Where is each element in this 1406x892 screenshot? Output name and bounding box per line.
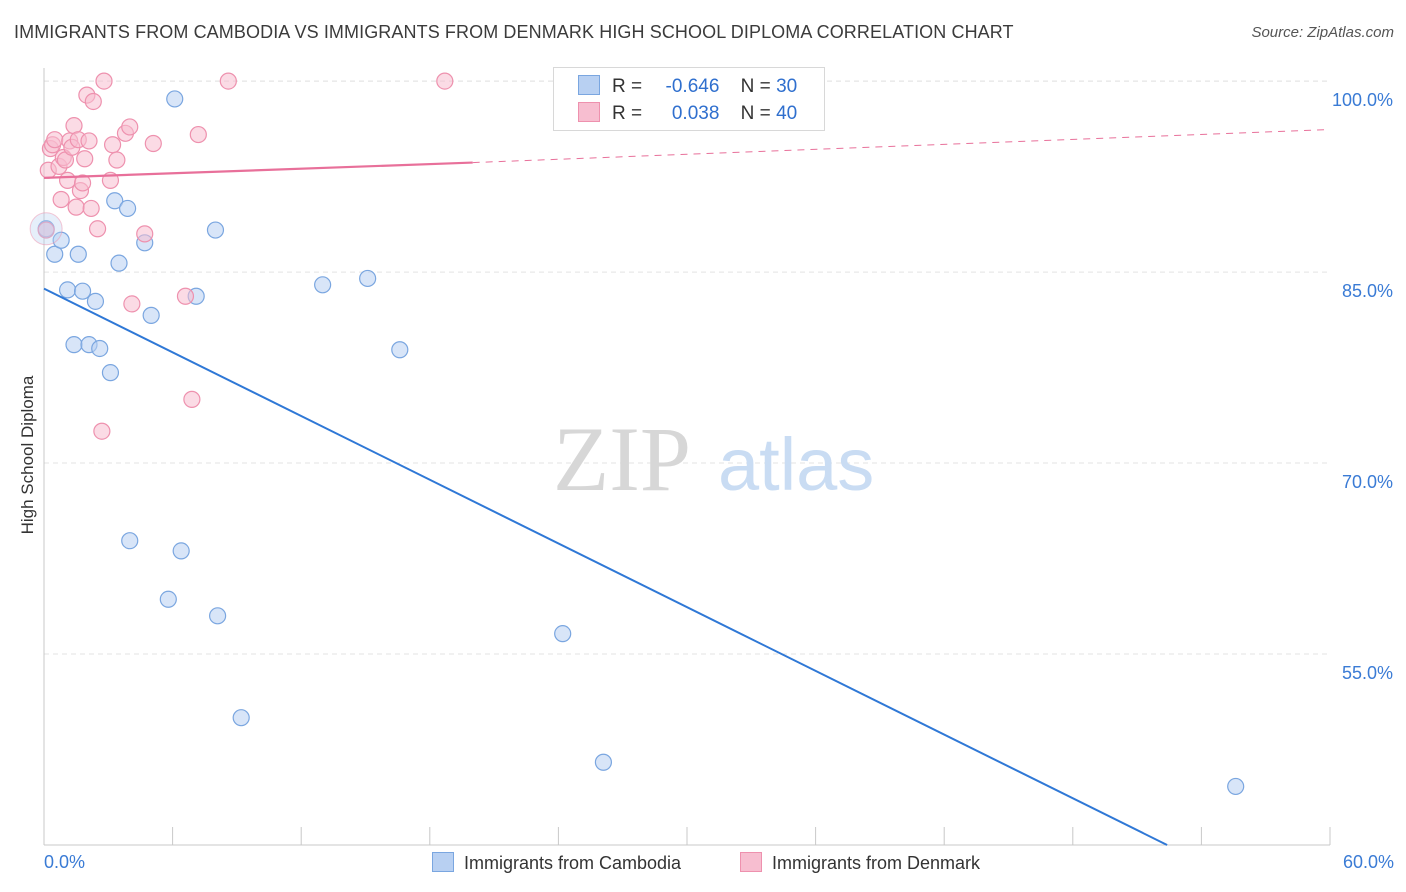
data-point-cambodia — [159, 590, 177, 608]
y-tick-labels: 100.0% 85.0% 70.0% 55.0% — [1332, 90, 1393, 683]
data-point-cambodia — [69, 245, 87, 263]
data-point-cambodia — [52, 231, 70, 249]
legend-r-label: R = — [612, 76, 643, 97]
legend-swatch-denmark — [578, 102, 600, 122]
x-tick-label-max: 60.0% — [1342, 852, 1394, 872]
data-point-denmark — [52, 190, 70, 209]
legend-swatch-denmark — [740, 852, 762, 872]
data-point-cambodia — [166, 90, 184, 108]
legend-label-cambodia: Immigrants from Cambodia — [464, 853, 682, 873]
data-point-denmark — [136, 225, 154, 243]
trend-line-denmark-extension — [472, 128, 1331, 164]
data-point-cambodia — [142, 306, 160, 324]
data-point-denmark — [123, 295, 141, 313]
chart-title: IMMIGRANTS FROM CAMBODIA VS IMMIGRANTS F… — [14, 22, 1014, 42]
data-point-cambodia — [86, 292, 105, 310]
data-point-cambodia — [314, 276, 332, 294]
y-tick-label: 100.0% — [1332, 90, 1393, 110]
legend-row-cambodia: R = -0.646 N = 30 — [578, 75, 797, 99]
x-tick-label-min: 0.0% — [44, 852, 86, 872]
data-point-cambodia — [359, 269, 377, 288]
data-point-cluster — [29, 212, 63, 246]
data-point-cambodia — [58, 281, 77, 299]
legend-swatch-cambodia — [578, 75, 600, 95]
bottom-legend-denmark: Immigrants from Denmark — [740, 852, 980, 874]
legend-r-label: R = — [612, 103, 643, 124]
watermark-zip: ZIP — [553, 408, 691, 510]
data-point-denmark — [80, 132, 98, 150]
bottom-legend-cambodia: Immigrants from Cambodia — [432, 852, 681, 874]
legend-r-denmark: 0.038 — [671, 103, 720, 124]
data-point-denmark — [73, 174, 92, 192]
data-point-cambodia — [110, 254, 128, 272]
data-point-denmark — [95, 72, 113, 90]
trend-layer — [43, 128, 1331, 846]
trend-line-cambodia — [43, 287, 1168, 846]
data-point-denmark — [144, 134, 162, 153]
legend-n-denmark: 40 — [776, 103, 798, 124]
data-point-denmark — [436, 72, 454, 90]
data-point-denmark — [176, 287, 195, 305]
data-point-denmark — [93, 422, 111, 440]
data-point-cambodia — [172, 542, 190, 560]
data-point-denmark — [82, 199, 100, 218]
data-point-denmark — [37, 221, 55, 239]
source-label: Source: ZipAtlas.com — [1251, 24, 1394, 41]
legend-row-denmark: R = 0.038 N = 40 — [578, 102, 797, 126]
data-point-cambodia — [118, 199, 137, 218]
y-tick-label: 85.0% — [1342, 281, 1393, 301]
data-point-cambodia — [73, 282, 92, 300]
data-point-denmark — [121, 118, 139, 136]
data-point-cambodia — [209, 607, 227, 625]
data-point-cambodia — [121, 532, 139, 550]
points-layer — [29, 72, 1245, 796]
data-point-cambodia — [206, 221, 225, 239]
trend-line-denmark — [43, 161, 473, 179]
data-point-cambodia — [391, 341, 409, 359]
data-point-denmark — [88, 220, 107, 238]
data-point-cambodia — [101, 364, 120, 382]
data-point-cambodia — [594, 753, 613, 771]
axis-layer — [43, 68, 1331, 846]
data-point-denmark — [183, 390, 201, 408]
data-point-denmark — [46, 131, 64, 149]
data-point-denmark — [189, 125, 207, 144]
correlation-legend: R = -0.646 N = 30 R = 0.038 N = 40 — [553, 67, 825, 131]
data-point-cambodia — [106, 192, 124, 210]
data-point-cambodia — [554, 625, 572, 643]
legend-r-cambodia: -0.646 — [665, 76, 720, 97]
data-point-denmark — [67, 198, 85, 216]
grid-layer — [44, 80, 1330, 655]
legend-n-label: N = — [740, 103, 771, 124]
data-point-denmark — [108, 151, 126, 169]
data-point-cambodia — [1227, 777, 1245, 796]
data-point-cambodia — [91, 339, 109, 358]
y-tick-label: 70.0% — [1342, 472, 1393, 492]
data-point-cambodia — [232, 709, 250, 727]
legend-n-cambodia: 30 — [776, 76, 798, 97]
data-point-cambodia — [65, 336, 83, 354]
watermark-atlas: atlas — [718, 423, 874, 506]
legend-label-denmark: Immigrants from Denmark — [772, 853, 981, 873]
watermark: ZIP atlas — [553, 408, 874, 510]
legend-swatch-cambodia — [432, 852, 454, 872]
y-tick-label: 55.0% — [1342, 663, 1393, 683]
data-point-denmark — [103, 136, 122, 154]
data-point-cambodia — [46, 245, 64, 263]
data-point-denmark — [76, 150, 94, 168]
data-point-denmark — [219, 72, 237, 90]
data-point-denmark — [84, 92, 102, 111]
legend-n-label: N = — [740, 76, 771, 97]
